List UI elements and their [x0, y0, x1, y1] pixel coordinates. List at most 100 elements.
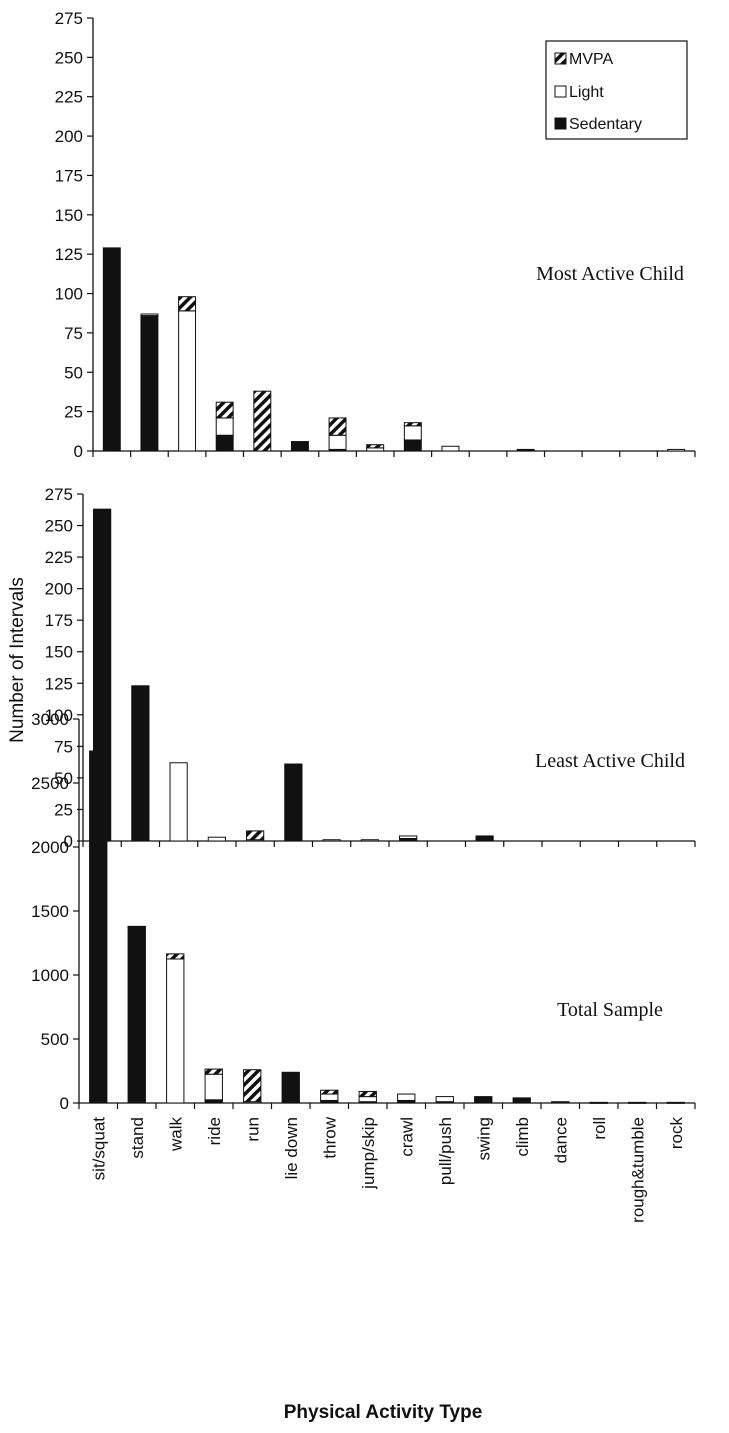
y-tick-label: 75 [54, 737, 73, 756]
y-tick-label: 150 [45, 643, 73, 662]
bar-light [166, 958, 185, 1104]
y-tick-label: 100 [45, 706, 73, 725]
x-category-label: throw [320, 1116, 339, 1158]
bar-sedentary [475, 835, 494, 842]
y-tick-label: 2000 [31, 838, 69, 857]
bar-mvpa [253, 390, 272, 452]
bar-light [397, 1093, 416, 1101]
x-axis-title: Physical Activity Type [284, 1402, 483, 1423]
y-tick-label: 2500 [31, 774, 69, 793]
bar-light [667, 448, 686, 452]
y-tick-label: 0 [74, 442, 83, 461]
bar-sedentary [215, 434, 234, 452]
bar-sedentary [131, 685, 150, 842]
y-tick-label: 75 [64, 324, 83, 343]
bar-light [207, 836, 226, 842]
y-tick-label: 50 [64, 363, 83, 382]
y-tick-label: 3000 [31, 710, 69, 729]
y-tick-label: 0 [64, 832, 73, 851]
x-category-label: roll [590, 1117, 609, 1140]
x-category-label: jump/skip [359, 1117, 378, 1190]
bar-light [322, 839, 341, 842]
x-category-label: swing [474, 1117, 493, 1160]
bar-mvpa [328, 417, 347, 436]
x-category-label: rough&tumble [628, 1117, 647, 1223]
bar-mvpa [204, 1068, 223, 1075]
y-tick-label: 1000 [31, 966, 69, 985]
bar-mvpa [243, 1069, 262, 1103]
bar-mvpa [358, 1090, 377, 1098]
chart-panel: 0 25 50 75 100 125 150 175 200 225 250 275 Least Act… [45, 485, 696, 851]
legend: MVPA Light Sedentary [545, 40, 688, 140]
y-tick-label: 1500 [31, 902, 69, 921]
bar-sedentary [127, 926, 146, 1104]
bar-sedentary [140, 315, 159, 452]
bar-light [215, 417, 234, 436]
bar-sedentary [284, 763, 303, 842]
chart-panel: 0 25 50 75 100 125 150 175 200 225 250 275 Most Acti… [55, 9, 696, 461]
bar-sedentary [551, 1101, 570, 1104]
bar-light [360, 839, 379, 842]
panel-title: Most Active Child [536, 263, 684, 285]
bar-light [169, 762, 188, 842]
y-tick-label: 225 [55, 88, 83, 107]
bar-light [358, 1096, 377, 1103]
bar-sedentary [281, 1071, 300, 1104]
y-tick-label: 200 [45, 580, 73, 599]
legend-label-mvpa: MVPA [569, 51, 613, 68]
y-tick-label: 250 [55, 48, 83, 67]
bar-mvpa [166, 953, 185, 960]
bar-sedentary [89, 750, 108, 1104]
y-axis-title: Number of Intervals [7, 577, 28, 743]
bar-sedentary [102, 247, 121, 452]
x-category-label: walk [166, 1117, 185, 1153]
y-tick-label: 50 [54, 769, 73, 788]
bar-mvpa [366, 444, 385, 449]
panel-title: Least Active Child [535, 750, 685, 772]
x-category-label: stand [128, 1117, 147, 1159]
bar-sedentary [403, 439, 422, 452]
legend-swatch-light [554, 85, 567, 98]
y-tick-label: 275 [55, 9, 83, 28]
y-tick-label: 25 [54, 800, 73, 819]
bar-mvpa [320, 1089, 339, 1095]
bar-light [403, 425, 422, 441]
bar-light [320, 1093, 339, 1101]
legend-box [545, 40, 688, 140]
y-tick-label: 100 [55, 285, 83, 304]
bar-sedentary [516, 448, 535, 452]
bar-mvpa [215, 401, 234, 419]
x-category-label: sit/squat [89, 1117, 108, 1181]
x-category-label: run [243, 1117, 262, 1142]
y-tick-label: 250 [45, 517, 73, 536]
bar-mvpa [403, 422, 422, 427]
x-category-label: lie down [282, 1117, 301, 1179]
bar-light [204, 1073, 223, 1101]
bar-sedentary [290, 441, 309, 452]
y-tick-label: 125 [45, 674, 73, 693]
bar-light [328, 434, 347, 450]
legend-swatch-sedentary [554, 117, 567, 130]
bar-light [435, 1096, 454, 1103]
legend-label-sedentary: Sedentary [569, 116, 642, 133]
x-category-label: crawl [397, 1117, 416, 1157]
bar-sedentary [666, 1101, 685, 1104]
y-tick-label: 275 [45, 485, 73, 504]
x-category-label: pull/push [436, 1117, 455, 1185]
legend-label-light: Light [569, 84, 604, 101]
bar-light [140, 313, 159, 317]
x-category-label: ride [205, 1117, 224, 1145]
bar-mvpa [246, 830, 265, 841]
x-category-label: rock [667, 1117, 686, 1150]
legend-swatch-mvpa [554, 52, 567, 65]
panel-title: Total Sample [557, 999, 663, 1021]
y-tick-label: 150 [55, 206, 83, 225]
y-tick-label: 25 [64, 403, 83, 422]
bar-sedentary [589, 1101, 608, 1104]
bar-sedentary [512, 1097, 531, 1104]
y-tick-label: 200 [55, 127, 83, 146]
bar-light [127, 925, 146, 928]
y-tick-label: 175 [45, 611, 73, 630]
